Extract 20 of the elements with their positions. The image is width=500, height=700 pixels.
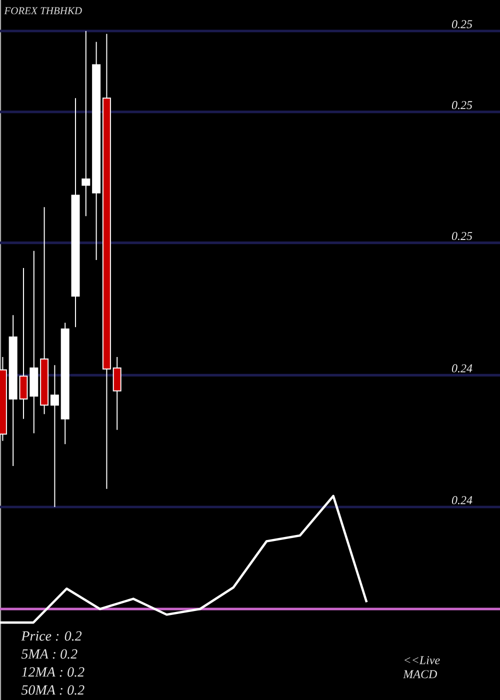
text: 12MA : 0.2 bbox=[22, 667, 84, 677]
annotation: 0.25 bbox=[452, 101, 472, 110]
annotation: 0.24 bbox=[452, 496, 472, 504]
candlestick bbox=[112, 356, 122, 430]
candlestick bbox=[92, 41, 101, 260]
candlestick bbox=[71, 98, 80, 328]
annotation: 0.25 bbox=[452, 232, 472, 240]
text: Price : 0.2 bbox=[21, 631, 82, 641]
candlestick bbox=[60, 322, 70, 445]
text: 50MA : 0.2 bbox=[21, 685, 84, 695]
candlestick bbox=[8, 314, 18, 467]
chart-title: FOREX THBHKD bbox=[4, 7, 82, 14]
candlestick bbox=[50, 364, 59, 508]
text: <<Live MACD bbox=[403, 656, 440, 678]
annotation: 0.25 bbox=[452, 20, 472, 28]
candlestick bbox=[82, 30, 90, 217]
candlestick bbox=[40, 206, 49, 415]
text: 5MA : 0.2 bbox=[21, 649, 78, 659]
candlestick bbox=[102, 33, 111, 490]
annotation: 0.24 bbox=[452, 364, 472, 372]
